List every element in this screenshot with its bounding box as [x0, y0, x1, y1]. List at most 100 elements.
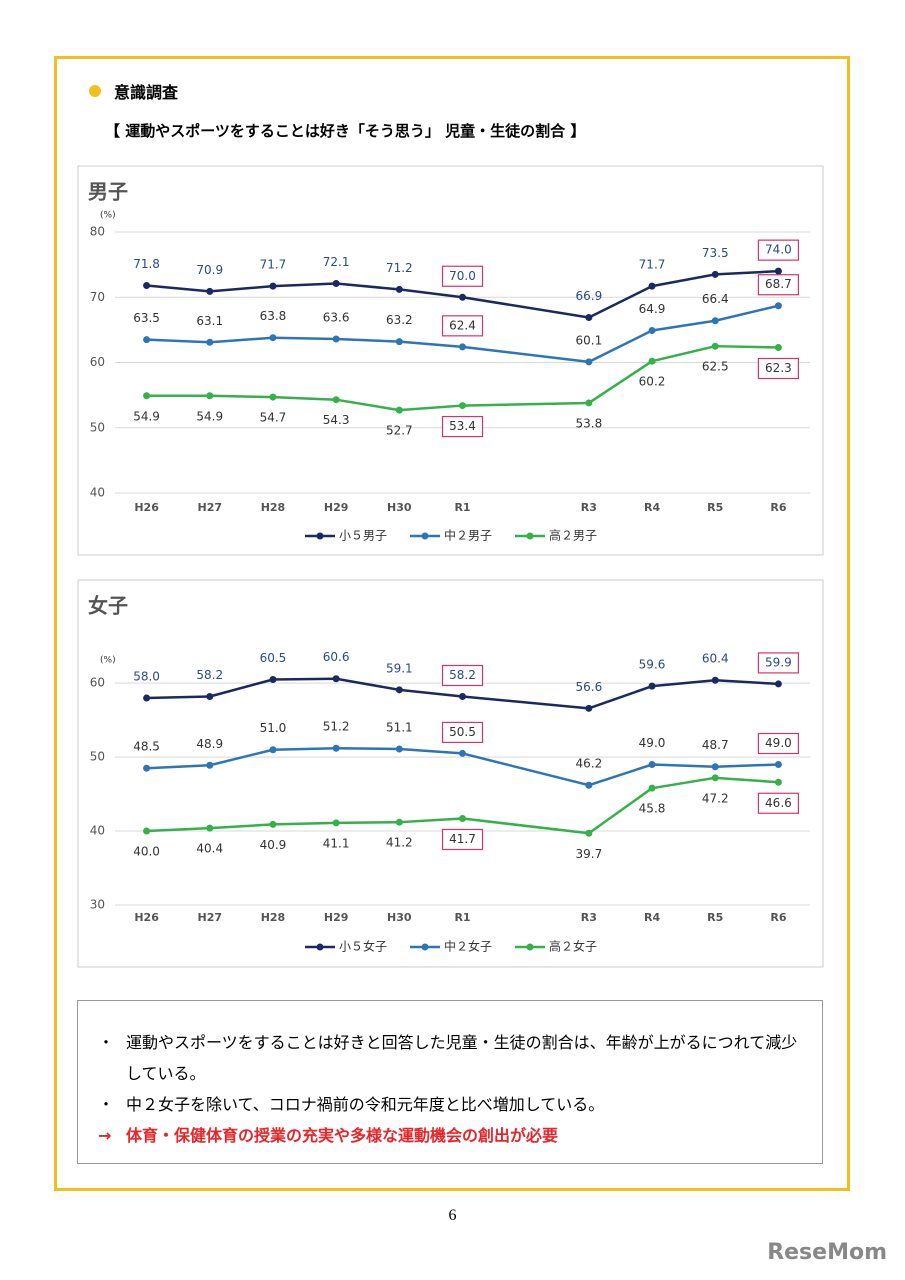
data-label: 60.6 — [323, 650, 350, 664]
data-label: 68.7 — [765, 277, 792, 291]
data-label: 51.1 — [386, 720, 413, 734]
data-label: 49.0 — [639, 736, 666, 750]
point — [774, 680, 782, 688]
y-tick-label: 40 — [90, 824, 105, 838]
x-tick-label: H26 — [134, 501, 159, 514]
point — [206, 392, 214, 400]
line-segment — [272, 395, 337, 401]
line-segment — [272, 336, 337, 341]
data-label: 56.6 — [576, 680, 603, 694]
point — [459, 402, 466, 410]
x-tick-label: H29 — [324, 501, 349, 514]
y-tick-label: 60 — [90, 355, 105, 369]
point — [206, 692, 214, 700]
data-label: 54.7 — [260, 411, 287, 425]
data-label: 48.5 — [133, 740, 160, 754]
point — [395, 818, 403, 826]
line-segment — [588, 285, 653, 319]
point — [774, 343, 782, 351]
data-label: 63.1 — [196, 314, 223, 328]
x-tick-label: H28 — [261, 501, 286, 514]
x-tick-label: H27 — [198, 911, 223, 924]
point — [206, 338, 214, 346]
data-label: 71.2 — [386, 261, 413, 275]
data-label: 66.4 — [702, 292, 729, 306]
data-label: 63.8 — [260, 309, 287, 323]
line-segment — [462, 401, 589, 407]
y-tick-label: 40 — [90, 486, 105, 500]
point — [206, 287, 214, 295]
bullet-dot — [89, 85, 101, 97]
line-segment — [715, 344, 779, 349]
y-tick-label: 50 — [90, 750, 105, 764]
line-segment — [462, 752, 590, 787]
data-label: 40.9 — [260, 838, 287, 852]
legend-dot — [526, 943, 534, 951]
legend-label: 高２女子 — [549, 939, 597, 954]
point — [459, 749, 466, 757]
line-segment — [335, 398, 400, 412]
y-tick-label: 60 — [90, 676, 105, 690]
point — [143, 694, 151, 702]
line-segment — [715, 678, 779, 686]
point — [774, 267, 782, 275]
legend-dot — [421, 943, 429, 951]
note-text: 運動やスポーツをすることは好きと回答した児童・生徒の割合は、年齢が上がるにつれて… — [126, 1033, 798, 1083]
x-tick-label: H26 — [134, 911, 159, 924]
data-label: 64.9 — [639, 302, 666, 316]
data-label: 47.2 — [702, 791, 729, 805]
point — [143, 764, 151, 772]
highlight-box — [757, 652, 800, 674]
data-label: 51.2 — [323, 720, 350, 734]
legend-label: 高２男子 — [549, 528, 597, 543]
highlight-box — [441, 828, 484, 851]
point — [269, 746, 277, 754]
note: ・運動やスポーツをすることは好きと回答した児童・生徒の割合は、年齢が上がるにつれ… — [98, 1027, 802, 1089]
line-segment — [714, 304, 779, 322]
data-label: 45.8 — [639, 802, 666, 816]
highlight-box — [441, 415, 484, 438]
subtitle: 【 運動やスポーツをすることは好き「そう思う」 児童・生徒の割合 】 — [105, 122, 586, 140]
point — [143, 336, 151, 344]
line-segment — [715, 776, 779, 784]
line-segment — [652, 763, 716, 768]
x-tick-label: R3 — [581, 911, 597, 924]
data-label: 62.3 — [765, 361, 792, 375]
x-tick-label: H29 — [324, 911, 349, 924]
chart-title: 女子 — [88, 594, 128, 618]
line-segment — [272, 746, 337, 751]
frame — [54, 56, 850, 1191]
line-segment — [272, 677, 337, 681]
data-label: 50.5 — [449, 725, 476, 739]
point — [585, 704, 593, 712]
data-label: 51.0 — [260, 721, 287, 735]
point — [711, 317, 719, 325]
highlight-box — [757, 239, 800, 261]
line-segment — [146, 826, 210, 833]
legend-dot — [316, 532, 324, 540]
chart-title: 男子 — [88, 180, 128, 204]
point — [269, 393, 277, 401]
data-label: 63.6 — [323, 311, 350, 325]
data-label: 39.7 — [576, 847, 603, 861]
x-tick-label: R4 — [644, 501, 660, 514]
data-label: 63.2 — [386, 313, 413, 327]
line-segment — [272, 821, 337, 826]
data-label: 74.0 — [765, 243, 792, 257]
data-label: 59.6 — [639, 658, 666, 672]
y-tick-label: 30 — [90, 898, 105, 912]
point — [269, 334, 277, 342]
data-label: 60.1 — [576, 333, 603, 347]
highlight-box — [441, 315, 484, 337]
data-label: 52.7 — [386, 424, 413, 438]
line-segment — [209, 394, 273, 399]
point — [395, 686, 403, 694]
unit-label: (%) — [100, 211, 116, 221]
data-label: 40.4 — [196, 842, 223, 856]
point — [269, 675, 277, 683]
chart-box — [77, 579, 824, 968]
line-segment — [588, 329, 653, 363]
line-segment — [336, 820, 400, 825]
point — [585, 313, 593, 321]
